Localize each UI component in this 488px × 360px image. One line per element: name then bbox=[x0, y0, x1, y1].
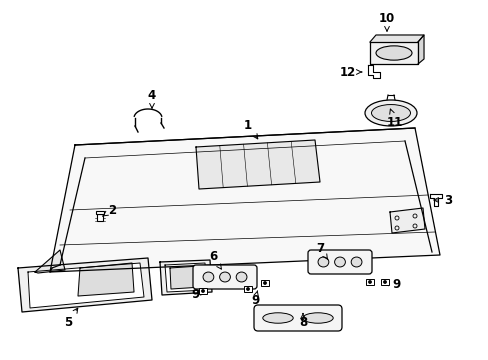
Polygon shape bbox=[78, 263, 134, 296]
Text: 4: 4 bbox=[147, 89, 156, 108]
Bar bbox=[244, 286, 251, 292]
Ellipse shape bbox=[302, 313, 332, 323]
Bar bbox=[365, 279, 373, 285]
Polygon shape bbox=[50, 128, 439, 272]
Polygon shape bbox=[369, 35, 423, 42]
FancyBboxPatch shape bbox=[193, 265, 257, 289]
Text: 9: 9 bbox=[250, 291, 259, 306]
Polygon shape bbox=[35, 250, 65, 273]
Text: 9: 9 bbox=[384, 279, 400, 292]
FancyBboxPatch shape bbox=[253, 305, 341, 331]
Polygon shape bbox=[389, 208, 424, 233]
Ellipse shape bbox=[334, 257, 345, 267]
Polygon shape bbox=[97, 214, 103, 221]
Polygon shape bbox=[369, 42, 417, 64]
Bar bbox=[261, 280, 268, 286]
Polygon shape bbox=[417, 35, 423, 64]
Polygon shape bbox=[28, 263, 143, 308]
Text: 12: 12 bbox=[339, 66, 361, 78]
Ellipse shape bbox=[375, 46, 411, 60]
Polygon shape bbox=[164, 263, 206, 292]
Polygon shape bbox=[367, 65, 379, 78]
Text: 5: 5 bbox=[64, 308, 78, 328]
Bar bbox=[199, 288, 206, 294]
Ellipse shape bbox=[350, 257, 361, 267]
Polygon shape bbox=[170, 266, 202, 289]
Polygon shape bbox=[429, 194, 441, 206]
Bar bbox=[380, 279, 388, 285]
Ellipse shape bbox=[203, 272, 213, 282]
Text: 11: 11 bbox=[386, 109, 402, 129]
Circle shape bbox=[368, 281, 370, 283]
Text: 8: 8 bbox=[298, 314, 306, 329]
Text: 3: 3 bbox=[433, 194, 451, 207]
Ellipse shape bbox=[317, 257, 328, 267]
FancyBboxPatch shape bbox=[307, 250, 371, 274]
Polygon shape bbox=[96, 211, 104, 214]
Polygon shape bbox=[160, 260, 212, 295]
Text: 6: 6 bbox=[208, 251, 221, 269]
Text: 7: 7 bbox=[315, 242, 327, 260]
Circle shape bbox=[263, 282, 265, 284]
Text: 9: 9 bbox=[191, 288, 205, 301]
Ellipse shape bbox=[219, 272, 230, 282]
Text: 1: 1 bbox=[244, 118, 257, 139]
Ellipse shape bbox=[364, 100, 416, 126]
Circle shape bbox=[383, 281, 386, 283]
Circle shape bbox=[246, 288, 249, 290]
Ellipse shape bbox=[262, 313, 293, 323]
Polygon shape bbox=[18, 258, 152, 312]
Polygon shape bbox=[196, 140, 319, 189]
Ellipse shape bbox=[236, 272, 246, 282]
Ellipse shape bbox=[371, 104, 409, 121]
Text: 2: 2 bbox=[102, 203, 116, 216]
Text: 10: 10 bbox=[378, 12, 394, 31]
Circle shape bbox=[202, 290, 204, 292]
